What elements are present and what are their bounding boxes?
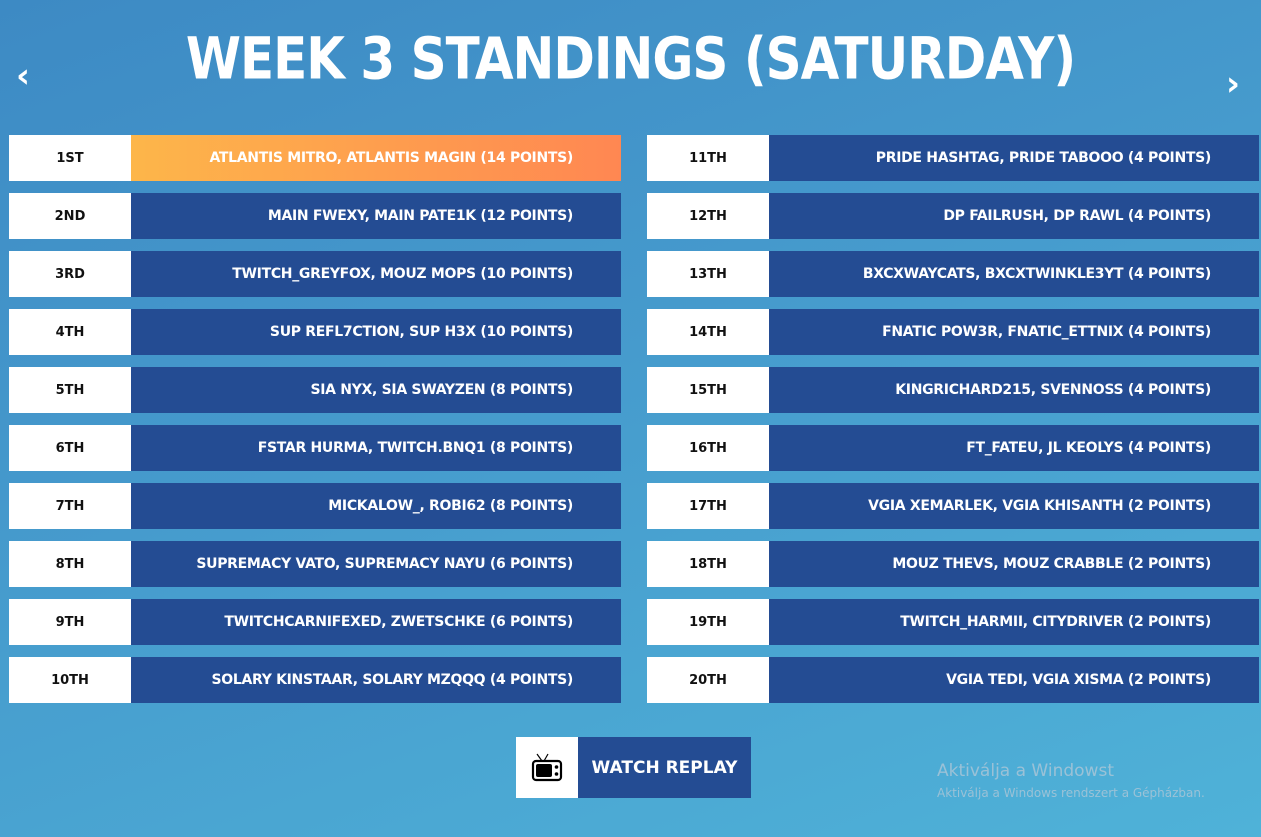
standings-row: 6TH FSTAR HURMA, TWITCH.BNQ1 (8 POINTS) bbox=[9, 425, 621, 471]
standings-row: 4TH SUP REFL7CTION, SUP H3X (10 POINTS) bbox=[9, 309, 621, 355]
rank-cell: 14TH bbox=[647, 309, 769, 355]
standings-row: 7TH MICKALOW_, ROBI62 (8 POINTS) bbox=[9, 483, 621, 529]
team-cell: PRIDE HASHTAG, PRIDE TABOOO (4 POINTS) bbox=[769, 135, 1259, 181]
team-cell: TWITCH_GREYFOX, MOUZ MOPS (10 POINTS) bbox=[131, 251, 621, 297]
team-cell: KINGRICHARD215, SVENNOSS (4 POINTS) bbox=[769, 367, 1259, 413]
standings-row: 1ST ATLANTIS MITRO, ATLANTIS MAGIN (14 P… bbox=[9, 135, 621, 181]
standings-row: 14TH FNATIC POW3R, FNATIC_ETTNIX (4 POIN… bbox=[647, 309, 1259, 355]
team-cell: FSTAR HURMA, TWITCH.BNQ1 (8 POINTS) bbox=[131, 425, 621, 471]
page-title: WEEK 3 STANDINGS (SATURDAY) bbox=[185, 25, 1076, 93]
rank-cell: 1ST bbox=[9, 135, 131, 181]
rank-cell: 5TH bbox=[9, 367, 131, 413]
standings-row: 13TH BXCXWAYCATS, BXCXTWINKLE3YT (4 POIN… bbox=[647, 251, 1259, 297]
standings-row: 9TH TWITCHCARNIFEXED, ZWETSCHKE (6 POINT… bbox=[9, 599, 621, 645]
rank-cell: 9TH bbox=[9, 599, 131, 645]
rank-cell: 19TH bbox=[647, 599, 769, 645]
watch-replay-label: WATCH REPLAY bbox=[578, 737, 751, 798]
rank-cell: 18TH bbox=[647, 541, 769, 587]
rank-cell: 11TH bbox=[647, 135, 769, 181]
windows-activation-subtitle: Aktiválja a Windows rendszert a Gépházba… bbox=[937, 786, 1205, 800]
rank-cell: 3RD bbox=[9, 251, 131, 297]
team-cell: TWITCHCARNIFEXED, ZWETSCHKE (6 POINTS) bbox=[131, 599, 621, 645]
standings-row: 11TH PRIDE HASHTAG, PRIDE TABOOO (4 POIN… bbox=[647, 135, 1259, 181]
rank-cell: 12TH bbox=[647, 193, 769, 239]
rank-cell: 17TH bbox=[647, 483, 769, 529]
team-cell: SOLARY KINSTAAR, SOLARY MZQQQ (4 POINTS) bbox=[131, 657, 621, 703]
team-cell: MAIN FWEXY, MAIN PATE1K (12 POINTS) bbox=[131, 193, 621, 239]
standings-row: 20TH VGIA TEDI, VGIA XISMA (2 POINTS) bbox=[647, 657, 1259, 703]
team-cell: MICKALOW_, ROBI62 (8 POINTS) bbox=[131, 483, 621, 529]
rank-cell: 6TH bbox=[9, 425, 131, 471]
team-cell: VGIA TEDI, VGIA XISMA (2 POINTS) bbox=[769, 657, 1259, 703]
team-cell: MOUZ THEVS, MOUZ CRABBLE (2 POINTS) bbox=[769, 541, 1259, 587]
standings-row: 8TH SUPREMACY VATO, SUPREMACY NAYU (6 PO… bbox=[9, 541, 621, 587]
rank-cell: 4TH bbox=[9, 309, 131, 355]
team-cell: SUPREMACY VATO, SUPREMACY NAYU (6 POINTS… bbox=[131, 541, 621, 587]
tv-icon bbox=[516, 737, 578, 798]
standings-row: 3RD TWITCH_GREYFOX, MOUZ MOPS (10 POINTS… bbox=[9, 251, 621, 297]
team-cell: FT_FATEU, JL KEOLYS (4 POINTS) bbox=[769, 425, 1259, 471]
windows-activation-title: Aktiválja a Windowst bbox=[937, 761, 1114, 781]
chevron-left-icon[interactable]: ‹ bbox=[16, 56, 31, 96]
standings-row: 15TH KINGRICHARD215, SVENNOSS (4 POINTS) bbox=[647, 367, 1259, 413]
rank-cell: 7TH bbox=[9, 483, 131, 529]
team-cell: BXCXWAYCATS, BXCXTWINKLE3YT (4 POINTS) bbox=[769, 251, 1259, 297]
rank-cell: 10TH bbox=[9, 657, 131, 703]
team-cell: DP FAILRUSH, DP RAWL (4 POINTS) bbox=[769, 193, 1259, 239]
standings-row: 17TH VGIA XEMARLEK, VGIA KHISANTH (2 POI… bbox=[647, 483, 1259, 529]
standings-row: 16TH FT_FATEU, JL KEOLYS (4 POINTS) bbox=[647, 425, 1259, 471]
rank-cell: 16TH bbox=[647, 425, 769, 471]
team-cell: FNATIC POW3R, FNATIC_ETTNIX (4 POINTS) bbox=[769, 309, 1259, 355]
standings-row: 2ND MAIN FWEXY, MAIN PATE1K (12 POINTS) bbox=[9, 193, 621, 239]
team-cell: ATLANTIS MITRO, ATLANTIS MAGIN (14 POINT… bbox=[131, 135, 621, 181]
team-cell: VGIA XEMARLEK, VGIA KHISANTH (2 POINTS) bbox=[769, 483, 1259, 529]
rank-cell: 8TH bbox=[9, 541, 131, 587]
standings-row: 10TH SOLARY KINSTAAR, SOLARY MZQQQ (4 PO… bbox=[9, 657, 621, 703]
rank-cell: 2ND bbox=[9, 193, 131, 239]
team-cell: TWITCH_HARMII, CITYDRIVER (2 POINTS) bbox=[769, 599, 1259, 645]
team-cell: SIA NYX, SIA SWAYZEN (8 POINTS) bbox=[131, 367, 621, 413]
standings-row: 12TH DP FAILRUSH, DP RAWL (4 POINTS) bbox=[647, 193, 1259, 239]
rank-cell: 13TH bbox=[647, 251, 769, 297]
watch-replay-button[interactable]: WATCH REPLAY bbox=[516, 737, 751, 798]
chevron-right-icon[interactable]: › bbox=[1226, 64, 1241, 104]
team-cell: SUP REFL7CTION, SUP H3X (10 POINTS) bbox=[131, 309, 621, 355]
standings-row: 19TH TWITCH_HARMII, CITYDRIVER (2 POINTS… bbox=[647, 599, 1259, 645]
standings-row: 18TH MOUZ THEVS, MOUZ CRABBLE (2 POINTS) bbox=[647, 541, 1259, 587]
rank-cell: 20TH bbox=[647, 657, 769, 703]
standings-row: 5TH SIA NYX, SIA SWAYZEN (8 POINTS) bbox=[9, 367, 621, 413]
rank-cell: 15TH bbox=[647, 367, 769, 413]
